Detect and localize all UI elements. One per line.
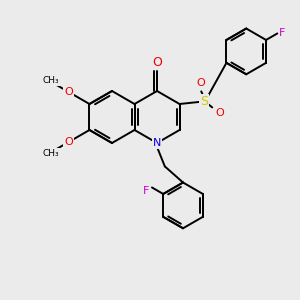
Text: O: O (64, 137, 73, 147)
Text: F: F (143, 187, 149, 196)
Text: O: O (216, 108, 225, 118)
Text: N: N (153, 138, 161, 148)
Text: S: S (200, 95, 208, 108)
Text: O: O (64, 87, 73, 97)
Text: CH₃: CH₃ (43, 76, 59, 85)
Text: CH₃: CH₃ (43, 148, 59, 158)
Text: O: O (152, 56, 162, 68)
Text: F: F (279, 28, 286, 38)
Text: O: O (197, 78, 206, 88)
